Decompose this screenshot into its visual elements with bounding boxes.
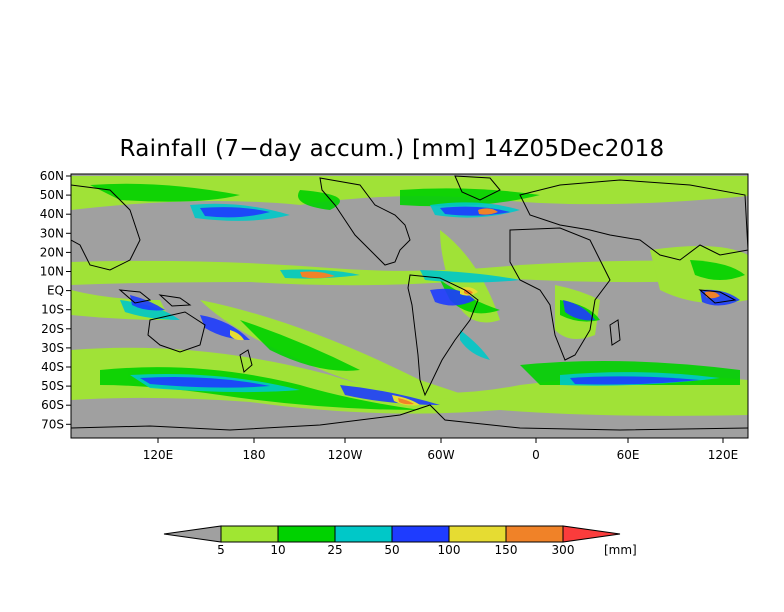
legend-tick-label: 50	[384, 543, 399, 557]
lat-label: 50N	[40, 188, 64, 202]
legend-swatch	[448, 525, 507, 543]
legend-unit: [mm]	[604, 543, 637, 557]
lat-label: 70S	[41, 417, 64, 431]
legend-tick-label: 25	[327, 543, 342, 557]
lat-label: 50S	[41, 379, 64, 393]
lat-label: 30N	[40, 226, 64, 240]
legend-tick-label: 10	[270, 543, 285, 557]
legend-swatch	[391, 525, 450, 543]
legend-swatch	[220, 525, 279, 543]
lon-label: 0	[532, 448, 540, 462]
lon-label: 120W	[328, 448, 363, 462]
legend-tick-label: 300	[552, 543, 575, 557]
lat-label: 40S	[41, 360, 64, 374]
lat-label: 20S	[41, 322, 64, 336]
latitude-axis: 60N 50N 40N 30N 20N 10N EQ 10S 20S 30S 40S 50S 60S 70…	[40, 169, 71, 431]
legend-swatch	[334, 525, 393, 543]
legend-arrow-low	[163, 525, 222, 543]
lon-label: 60W	[427, 448, 454, 462]
lat-label: 30S	[41, 341, 64, 355]
lat-label: 60S	[41, 398, 64, 412]
legend-tick-label: 100	[438, 543, 461, 557]
map-title: Rainfall (7−day accum.) [mm] 14Z05Dec201…	[119, 136, 665, 162]
coastlines	[71, 175, 748, 431]
legend-tick-label: 5	[217, 543, 225, 557]
legend-arrow-high	[562, 525, 621, 543]
legend-swatch	[505, 525, 564, 543]
lat-label: 20N	[40, 245, 64, 259]
legend-swatch	[277, 525, 336, 543]
lat-label: 60N	[40, 169, 64, 183]
lat-label: EQ	[47, 284, 64, 298]
longitude-axis: 120E 180 120W 60W 0 60E 120E	[143, 438, 739, 462]
rain-field	[71, 175, 748, 431]
legend-tick-label: 150	[495, 543, 518, 557]
lon-label: 60E	[617, 448, 640, 462]
lat-label: 10S	[41, 303, 64, 317]
lon-label: 120E	[708, 448, 739, 462]
lat-label: 40N	[40, 207, 64, 221]
lon-label: 180	[243, 448, 266, 462]
map-frame	[70, 173, 749, 439]
lon-label: 120E	[143, 448, 174, 462]
lat-label: 10N	[40, 265, 64, 279]
